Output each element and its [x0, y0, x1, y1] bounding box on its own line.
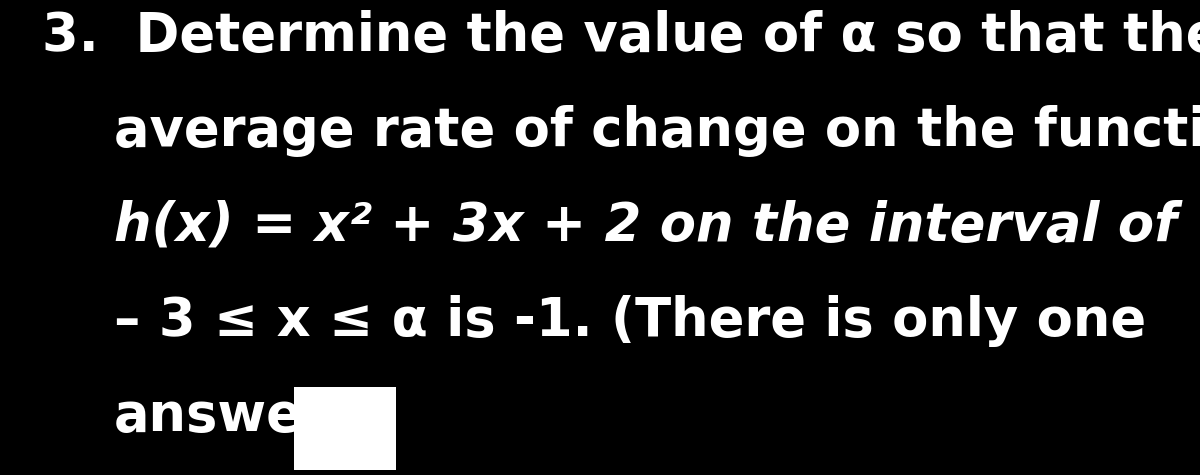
Bar — [294, 387, 396, 470]
Text: 3.  Determine the value of α so that the: 3. Determine the value of α so that the — [42, 10, 1200, 62]
Text: average rate of change on the function: average rate of change on the function — [114, 105, 1200, 157]
Text: answer).: answer). — [114, 390, 373, 442]
Text: h(x) = x² + 3x + 2 on the interval of: h(x) = x² + 3x + 2 on the interval of — [114, 200, 1177, 252]
Text: – 3 ≤ x ≤ α is -1. (There is only one: – 3 ≤ x ≤ α is -1. (There is only one — [114, 295, 1146, 347]
